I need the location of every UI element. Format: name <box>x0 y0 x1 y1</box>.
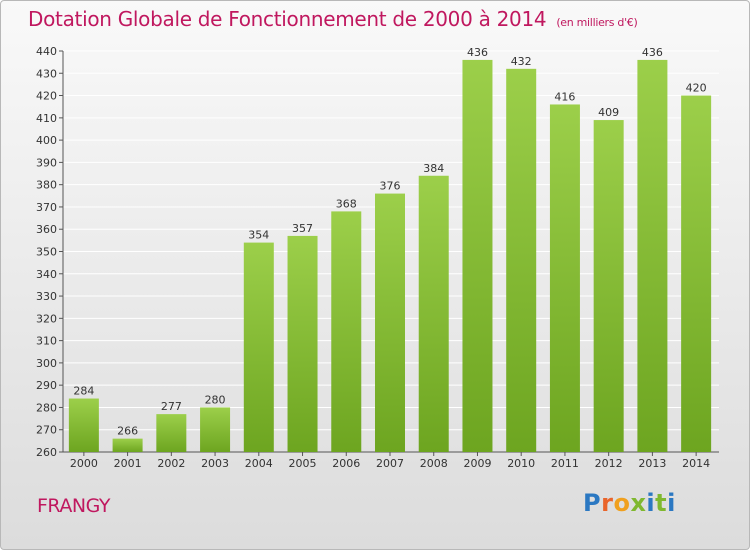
data-label-2003: 280 <box>205 393 226 406</box>
y-tick-label: 380 <box>36 179 57 192</box>
data-label-2004: 354 <box>248 229 269 242</box>
y-tick-label: 260 <box>36 446 57 459</box>
chart-subtitle: (en milliers d'€) <box>556 16 638 29</box>
data-label-2007: 376 <box>380 180 401 193</box>
y-tick-label: 430 <box>36 67 57 80</box>
y-tick-label: 290 <box>36 379 57 392</box>
y-tick-label: 280 <box>36 401 57 414</box>
proxiti-logo: Proxiti <box>583 489 676 517</box>
y-tick-label: 400 <box>36 134 57 147</box>
y-tick-label: 360 <box>36 223 57 236</box>
place-name: FRANGY <box>37 495 110 517</box>
bar-2010 <box>506 68 537 453</box>
bar-2005 <box>287 235 318 452</box>
x-tick-label-2013: 2013 <box>638 457 666 470</box>
data-label-2001: 266 <box>117 425 138 438</box>
data-label-2012: 409 <box>598 106 619 119</box>
y-tick-label: 420 <box>36 90 57 103</box>
bar-2004 <box>243 242 274 452</box>
x-tick-label-2000: 2000 <box>70 457 98 470</box>
data-label-2011: 416 <box>554 90 575 103</box>
y-tick-label: 270 <box>36 424 57 437</box>
x-tick-label-2002: 2002 <box>157 457 185 470</box>
x-tick-label-2009: 2009 <box>463 457 491 470</box>
chart-title: Dotation Globale de Fonctionnement de 20… <box>28 7 638 31</box>
y-tick-label: 440 <box>36 45 57 58</box>
bar-2002 <box>156 414 187 452</box>
bar-2012 <box>593 120 624 453</box>
bar-2009 <box>462 59 493 453</box>
data-label-2000: 284 <box>73 385 94 398</box>
bar-2013 <box>637 59 668 453</box>
y-tick-label: 320 <box>36 312 57 325</box>
data-label-2014: 420 <box>686 82 707 95</box>
y-tick-label: 370 <box>36 201 57 214</box>
y-tick-label: 300 <box>36 357 57 370</box>
data-label-2005: 357 <box>292 222 313 235</box>
x-tick-label-2006: 2006 <box>332 457 360 470</box>
x-tick-label-2001: 2001 <box>114 457 142 470</box>
x-tick-label-2010: 2010 <box>507 457 535 470</box>
x-tick-label-2004: 2004 <box>245 457 273 470</box>
bar-2006 <box>331 211 362 452</box>
bar-2008 <box>418 175 449 452</box>
x-tick-label-2012: 2012 <box>595 457 623 470</box>
data-label-2008: 384 <box>423 162 444 175</box>
y-tick-label: 390 <box>36 156 57 169</box>
bar-2003 <box>200 407 231 452</box>
x-tick-label-2014: 2014 <box>682 457 710 470</box>
bar-2001 <box>112 438 143 452</box>
y-tick-label: 350 <box>36 246 57 259</box>
y-tick-label: 330 <box>36 290 57 303</box>
data-label-2013: 436 <box>642 46 663 59</box>
x-tick-label-2005: 2005 <box>289 457 317 470</box>
data-label-2006: 368 <box>336 197 357 210</box>
data-label-2010: 432 <box>511 55 532 68</box>
x-tick-label-2007: 2007 <box>376 457 404 470</box>
y-tick-label: 310 <box>36 335 57 348</box>
x-tick-label-2008: 2008 <box>420 457 448 470</box>
x-tick-label-2003: 2003 <box>201 457 229 470</box>
bar-2000 <box>68 398 99 452</box>
data-label-2002: 277 <box>161 400 182 413</box>
x-tick-label-2011: 2011 <box>551 457 579 470</box>
bar-2007 <box>375 193 405 453</box>
y-tick-label: 410 <box>36 112 57 125</box>
bar-2011 <box>549 104 580 452</box>
title-text: Dotation Globale de Fonctionnement de 20… <box>28 7 547 31</box>
bar-2014 <box>681 95 712 453</box>
data-label-2009: 436 <box>467 46 488 59</box>
y-tick-label: 340 <box>36 268 57 281</box>
